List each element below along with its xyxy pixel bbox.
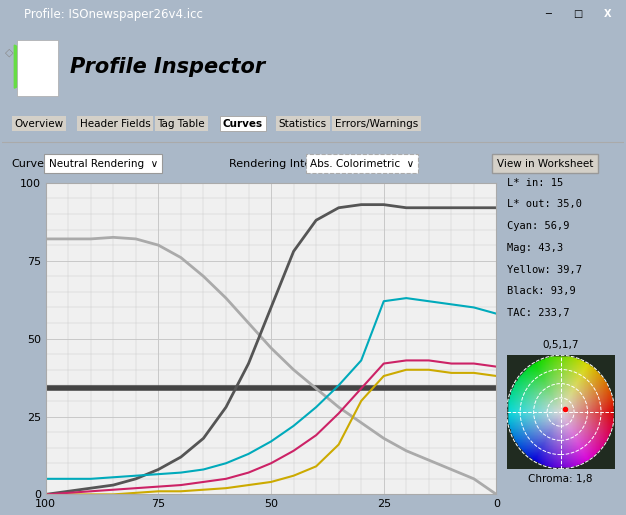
- Text: ─: ─: [545, 9, 552, 20]
- Text: TAC: 233,7: TAC: 233,7: [506, 308, 569, 318]
- Text: Overview: Overview: [14, 119, 63, 129]
- Text: Profile Inspector: Profile Inspector: [70, 57, 265, 77]
- Bar: [18, 40, 58, 96]
- Text: Cyan: 56,9: Cyan: 56,9: [506, 221, 569, 231]
- Text: Yellow: 39,7: Yellow: 39,7: [506, 265, 582, 274]
- Text: Statistics: Statistics: [279, 119, 327, 129]
- Text: L* in: 15: L* in: 15: [506, 178, 563, 187]
- Text: Black: 93,9: Black: 93,9: [506, 286, 575, 296]
- Text: Abs. Colorimetric  ∨: Abs. Colorimetric ∨: [310, 159, 414, 168]
- Text: X: X: [603, 9, 611, 20]
- Text: 0,5,1,7: 0,5,1,7: [542, 340, 579, 350]
- Text: L* out: 35,0: L* out: 35,0: [506, 199, 582, 210]
- Polygon shape: [14, 45, 58, 88]
- Text: Neutral Rendering  ∨: Neutral Rendering ∨: [49, 159, 158, 168]
- Text: □: □: [573, 9, 582, 20]
- Text: Tag Table: Tag Table: [157, 119, 205, 129]
- Text: Errors/Warnings: Errors/Warnings: [335, 119, 418, 129]
- Text: Profile: ISOnewspaper26v4.icc: Profile: ISOnewspaper26v4.icc: [24, 8, 203, 22]
- Text: ◇: ◇: [5, 47, 14, 57]
- Text: Chroma: 1,8: Chroma: 1,8: [528, 474, 593, 484]
- Text: Mag: 43,3: Mag: 43,3: [506, 243, 563, 253]
- Text: Curves: Curves: [223, 119, 263, 129]
- Text: Header Fields: Header Fields: [80, 119, 150, 129]
- Text: Curves:: Curves:: [11, 159, 54, 168]
- Text: View in Worksheet: View in Worksheet: [496, 159, 593, 168]
- Text: Rendering Intent:: Rendering Intent:: [229, 159, 327, 168]
